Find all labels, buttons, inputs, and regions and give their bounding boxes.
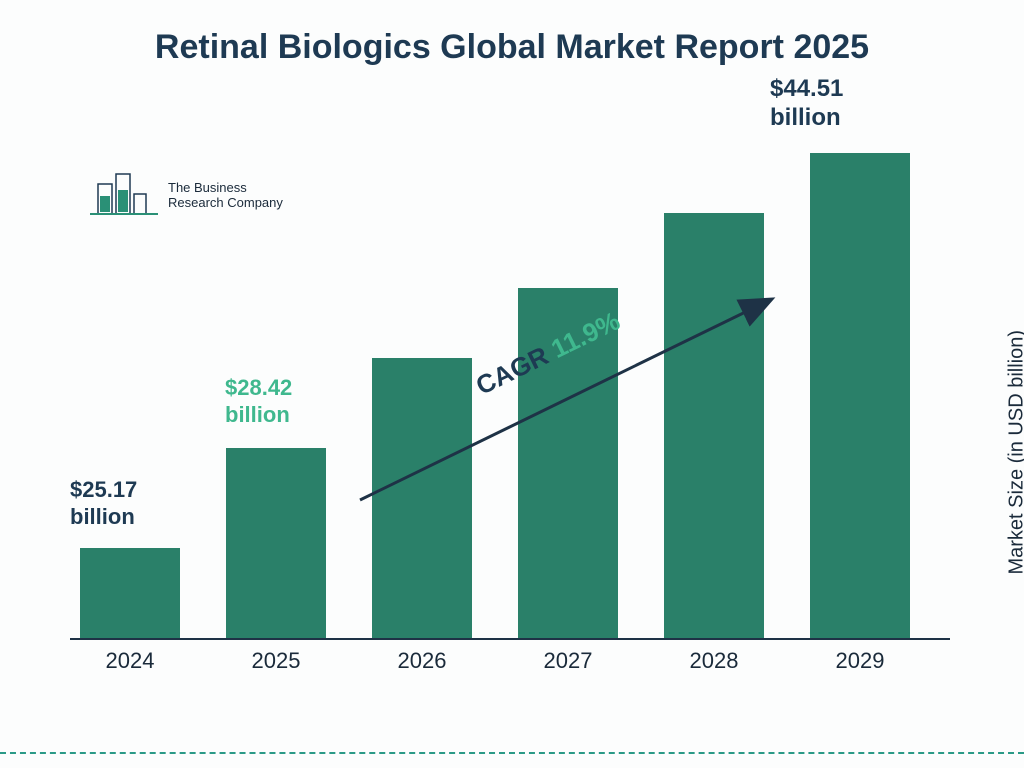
x-axis-label: 2027 (508, 648, 628, 674)
footer-dashed-line (0, 752, 1024, 754)
x-axis-line (70, 638, 950, 640)
bar-chart: 2024 2025 2026 2027 2028 2029 $25.17billion $28… (70, 110, 950, 680)
x-axis-label: 2025 (216, 648, 336, 674)
bar (372, 358, 472, 638)
x-axis-label: 2024 (70, 648, 190, 674)
bar-data-label: $44.51 billion (770, 75, 910, 133)
bar (810, 153, 910, 638)
bar (664, 213, 764, 638)
y-axis-label: Market Size (in USD billion) (1006, 330, 1024, 575)
bar-data-label: $25.17billion (70, 477, 210, 530)
bar (80, 548, 180, 638)
chart-page: { "title": { "text": "Retinal Biologics … (0, 0, 1024, 768)
x-axis-label: 2029 (800, 648, 920, 674)
bar-data-label: $28.42billion (225, 375, 365, 428)
x-axis-label: 2028 (654, 648, 774, 674)
bar (226, 448, 326, 638)
page-title: Retinal Biologics Global Market Report 2… (0, 28, 1024, 67)
x-axis-label: 2026 (362, 648, 482, 674)
